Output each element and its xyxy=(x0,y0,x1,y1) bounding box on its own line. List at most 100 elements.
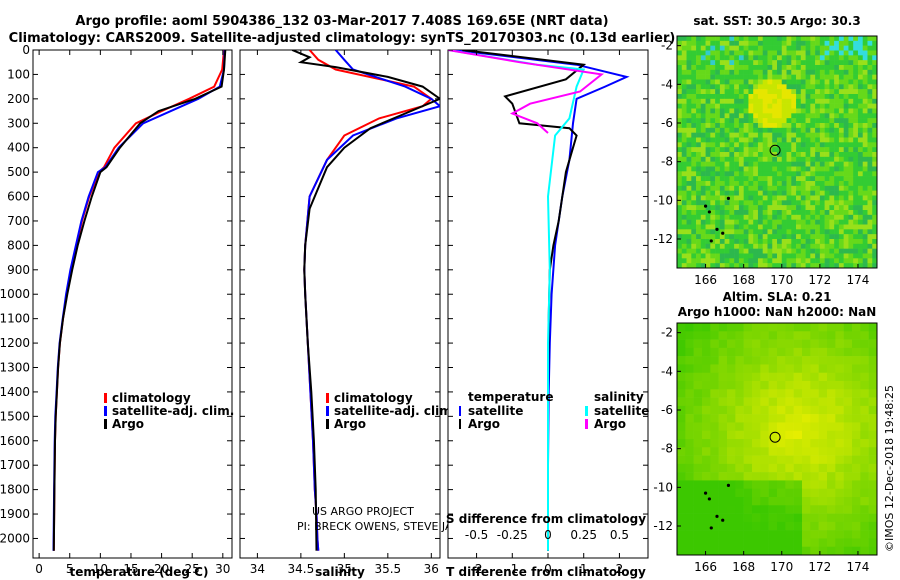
series-s-argo xyxy=(448,50,605,134)
map-cell xyxy=(862,156,868,162)
map-cell xyxy=(710,414,719,423)
map-cell xyxy=(691,195,697,201)
map-cell xyxy=(729,263,735,268)
map-cell xyxy=(829,210,835,216)
map-cell xyxy=(810,331,819,340)
map-cell xyxy=(753,224,759,230)
map-cell xyxy=(796,181,802,187)
map-cell xyxy=(853,229,859,235)
map-cell xyxy=(829,89,835,95)
map-cell xyxy=(748,253,754,259)
map-cell xyxy=(715,40,721,46)
map-cell xyxy=(677,60,683,66)
map-cell xyxy=(677,118,683,124)
map-cell xyxy=(802,439,811,448)
map-cell xyxy=(868,323,877,332)
map-cell xyxy=(677,248,683,254)
map-cell xyxy=(793,546,803,555)
map-cell xyxy=(762,69,768,75)
map-cell xyxy=(729,108,735,114)
map-cell xyxy=(691,224,697,230)
map-cell xyxy=(857,195,864,201)
map-cell xyxy=(767,60,773,66)
map-cell xyxy=(800,127,806,133)
map-cell xyxy=(748,40,754,46)
map-cell xyxy=(743,205,749,211)
map-cell xyxy=(681,40,687,46)
map-cell xyxy=(824,40,830,46)
map-cell xyxy=(791,214,797,220)
map-cell xyxy=(696,108,702,114)
map-cell xyxy=(800,234,806,240)
map-cell xyxy=(748,185,754,191)
map-cell xyxy=(786,200,792,206)
map-cell xyxy=(818,546,828,555)
map-cell xyxy=(762,84,768,90)
map-cell xyxy=(738,258,744,264)
map-cell xyxy=(805,60,811,66)
map-cell xyxy=(834,108,840,114)
map-cell xyxy=(796,65,802,71)
map-cell xyxy=(677,69,683,75)
map-cell xyxy=(696,219,702,225)
map-cell xyxy=(848,205,854,211)
map-cell xyxy=(829,263,835,268)
map-cell xyxy=(872,171,877,177)
map-cell xyxy=(696,50,702,56)
map-cell xyxy=(715,166,721,172)
argo-float-marker xyxy=(769,144,781,156)
map-cell xyxy=(738,103,744,109)
map-cell xyxy=(677,200,683,206)
map-cell xyxy=(862,50,868,56)
map-cell xyxy=(748,84,754,90)
map-cell xyxy=(815,219,821,225)
map-cell xyxy=(724,253,730,259)
map-cell xyxy=(843,205,849,211)
map-cell xyxy=(781,224,787,230)
map-cell xyxy=(719,166,725,172)
map-cell xyxy=(800,210,806,216)
map-cell xyxy=(724,205,730,211)
map-cell xyxy=(852,530,861,539)
map-cell xyxy=(862,60,868,66)
map-cell xyxy=(848,142,854,148)
map-cell xyxy=(824,94,830,100)
map-cell xyxy=(734,55,740,61)
map-cell xyxy=(748,181,754,187)
series-argo xyxy=(291,50,440,551)
map-cell xyxy=(705,205,711,211)
map-cell xyxy=(753,89,759,95)
map-cell xyxy=(853,156,859,162)
map-cell xyxy=(835,405,844,415)
map-cell xyxy=(852,480,861,490)
map-cell xyxy=(848,108,854,114)
map-cell xyxy=(700,118,706,124)
map-cell xyxy=(810,94,816,100)
map-cell xyxy=(853,137,859,143)
map-cell xyxy=(693,455,703,465)
map-cell xyxy=(781,219,787,225)
map-cell xyxy=(715,55,721,61)
map-cell xyxy=(743,463,753,473)
map-cell xyxy=(857,118,864,124)
map-cell xyxy=(677,185,683,191)
y-tick-label: 200 xyxy=(7,92,30,106)
map-cell xyxy=(824,60,830,66)
map-cell xyxy=(853,161,859,167)
map-cell xyxy=(767,113,773,119)
map-cell xyxy=(768,488,778,498)
map-cell xyxy=(857,239,864,245)
map-cell xyxy=(791,171,797,177)
map-cell xyxy=(718,521,728,531)
map-cell xyxy=(729,200,735,206)
map-cell xyxy=(868,347,877,357)
map-cell xyxy=(810,152,816,158)
map-cell xyxy=(724,127,730,133)
map-cell xyxy=(848,79,854,85)
imos-watermark: ©IMOS 12-Dec-2018 19:48:25 xyxy=(883,385,896,552)
map-cell xyxy=(772,214,778,220)
map-cell xyxy=(734,176,740,182)
map-cell xyxy=(786,94,792,100)
map-cell xyxy=(719,152,725,158)
map-cell xyxy=(735,414,744,423)
